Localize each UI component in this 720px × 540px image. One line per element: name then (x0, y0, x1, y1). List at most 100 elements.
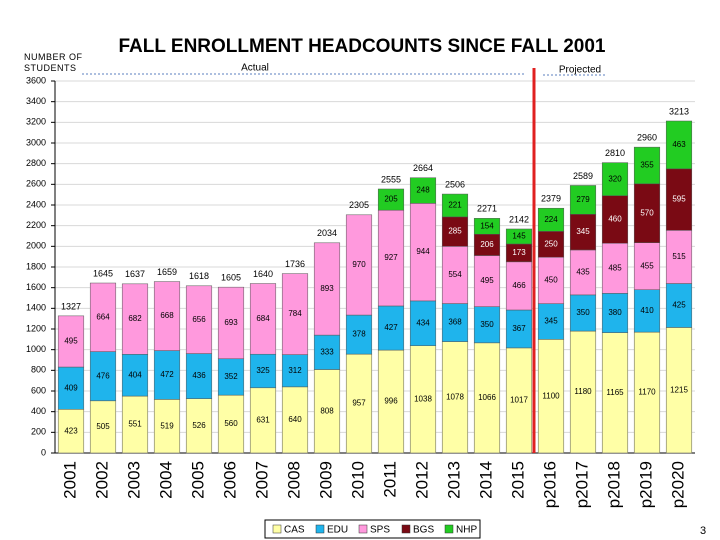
x-tick-label: 2012 (412, 461, 431, 499)
data-label: 345 (576, 227, 590, 236)
bar-segment (633, 146, 661, 185)
data-label: 285 (448, 227, 462, 236)
bar-segment (601, 242, 629, 294)
data-label: 205 (384, 195, 398, 204)
data-label: 350 (480, 320, 494, 329)
bar-segment (409, 203, 437, 302)
data-label: 485 (608, 263, 622, 272)
bar-segment (377, 188, 405, 211)
y-tick-label: 3200 (26, 117, 46, 127)
x-tick-label: 2003 (124, 461, 143, 499)
bar-segment (537, 207, 565, 232)
data-label: 380 (608, 308, 622, 317)
bar-segment (633, 183, 661, 243)
bar-segment (569, 214, 597, 251)
bar-segment (313, 242, 341, 336)
data-label: 1165 (606, 388, 624, 397)
data-label: 378 (352, 330, 366, 339)
data-label: 173 (512, 248, 526, 257)
data-label: 248 (416, 186, 430, 195)
bar-segment (313, 369, 341, 454)
y-tick-label: 3400 (26, 96, 46, 106)
data-label: 682 (128, 314, 142, 323)
data-label: 1100 (542, 391, 560, 400)
bar-segment (441, 303, 469, 342)
y-tick-label: 1600 (26, 282, 46, 292)
bar-segment (313, 334, 341, 370)
data-label: 352 (224, 372, 238, 381)
data-label: 427 (384, 323, 398, 332)
bar-segment (121, 395, 149, 454)
y-tick-label: 200 (31, 427, 46, 437)
data-label: 436 (192, 371, 206, 380)
legend-label: NHP (456, 525, 477, 536)
data-label: 957 (352, 399, 366, 408)
data-label: 1170 (638, 388, 656, 397)
bar-segment (633, 289, 661, 333)
bar-segment (537, 339, 565, 454)
x-tick-label: p2016 (540, 461, 559, 508)
x-tick-label: 2007 (252, 461, 271, 499)
data-label: 410 (640, 306, 654, 315)
x-tick-label: 2006 (220, 461, 239, 499)
data-label: 640 (288, 415, 302, 424)
y-tick-label: 3600 (26, 75, 46, 85)
data-label: 668 (160, 311, 174, 320)
bar-segment (505, 347, 533, 454)
total-label: 1327 (61, 301, 81, 311)
data-label: 404 (128, 370, 142, 379)
bar-segment (185, 398, 213, 454)
total-label: 2555 (381, 174, 401, 184)
x-tick-label: 2015 (508, 461, 527, 499)
x-tick-label: 2001 (60, 461, 79, 499)
bar-segment (217, 358, 245, 396)
data-label: 515 (672, 252, 686, 261)
x-tick-label: 2004 (156, 461, 175, 499)
y-tick-label: 400 (31, 406, 46, 416)
y-tick-label: 2800 (26, 158, 46, 168)
legend-swatch (358, 524, 368, 534)
data-label: 1078 (446, 392, 464, 401)
data-label: 693 (224, 318, 238, 327)
bar-segment (633, 331, 661, 454)
x-tick-label: 2005 (188, 461, 207, 499)
data-label: 409 (64, 383, 78, 392)
x-tick-label: 2009 (316, 461, 335, 499)
data-label: 221 (448, 201, 462, 210)
bar-segment (473, 255, 501, 307)
data-label: 495 (480, 276, 494, 285)
bar-segment (473, 218, 501, 235)
data-label: 450 (544, 276, 558, 285)
bar-segment (249, 283, 277, 355)
data-label: 368 (448, 318, 462, 327)
data-label: 279 (576, 195, 590, 204)
annotation: Actual (241, 63, 269, 74)
bar-segment (505, 309, 533, 349)
bar-segment (569, 185, 597, 215)
data-label: 996 (384, 397, 398, 406)
total-label: 2810 (605, 148, 625, 158)
data-label: 1017 (510, 396, 528, 405)
data-label: 505 (96, 422, 110, 431)
data-label: 551 (128, 420, 142, 429)
bar-segment (441, 193, 469, 218)
x-tick-label: 2011 (380, 461, 399, 498)
data-label: 350 (576, 308, 590, 317)
data-label: 206 (480, 240, 494, 249)
bar-segment (121, 354, 149, 397)
legend-label: BGS (413, 525, 434, 536)
bar-segment (441, 341, 469, 454)
total-label: 2379 (541, 194, 561, 204)
data-label: 1038 (414, 394, 432, 403)
data-label: 455 (640, 261, 654, 270)
data-label: 970 (352, 260, 366, 269)
x-tick-label: 2014 (476, 461, 495, 499)
data-label: 927 (384, 253, 398, 262)
bar-segment (89, 400, 117, 454)
legend-label: SPS (370, 525, 390, 536)
data-label: 333 (320, 347, 334, 356)
bar-segment (601, 162, 629, 196)
bar-segment (185, 285, 213, 354)
data-label: 355 (640, 161, 654, 170)
